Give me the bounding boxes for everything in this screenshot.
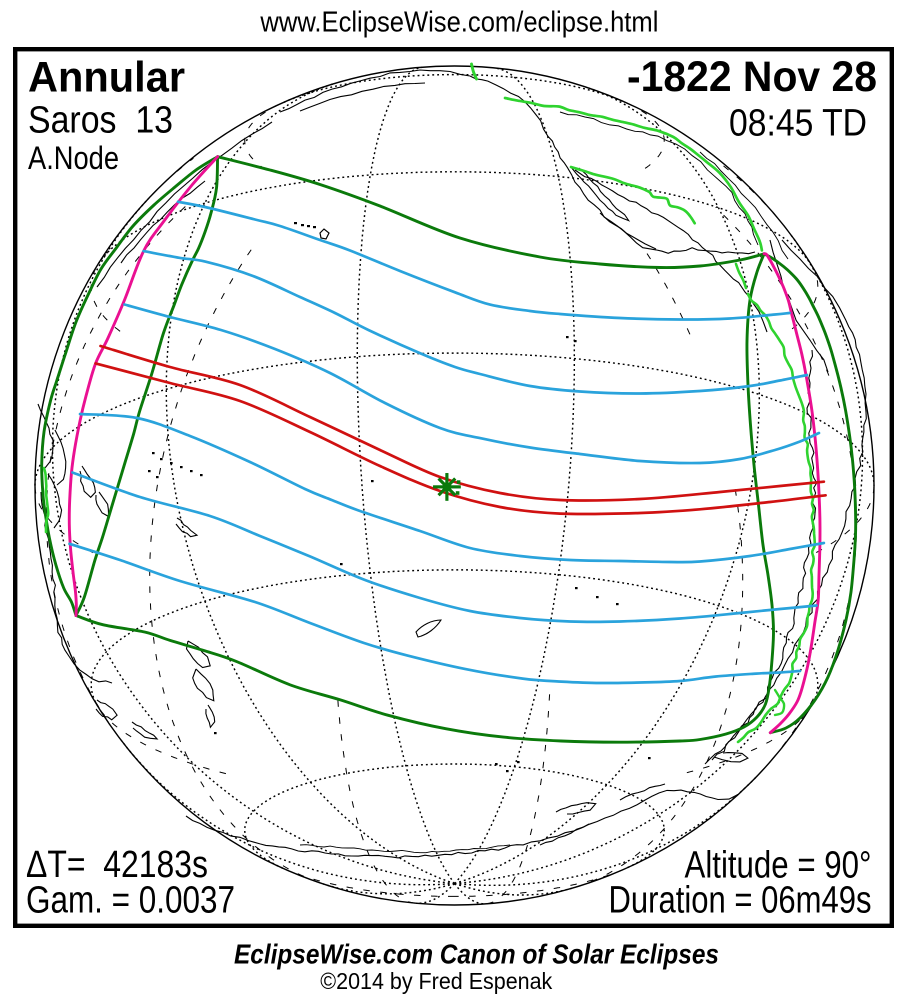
svg-text:www.EclipseWise.com/eclipse.ht: www.EclipseWise.com/eclipse.html xyxy=(260,6,659,38)
svg-text:EclipseWise.com Canon of Solar: EclipseWise.com Canon of Solar Eclipses xyxy=(234,938,719,969)
svg-text:08:45 TD: 08:45 TD xyxy=(729,102,867,144)
svg-text:Saros 13: Saros 13 xyxy=(28,100,173,142)
svg-text:Annular: Annular xyxy=(28,55,185,102)
svg-text:Duration = 06m49s: Duration = 06m49s xyxy=(609,880,872,922)
svg-text:©2014 by Fred Espenak: ©2014 by Fred Espenak xyxy=(320,968,552,994)
svg-text:-1822 Nov 28: -1822 Nov 28 xyxy=(627,54,877,101)
svg-text:A.Node: A.Node xyxy=(28,140,119,176)
svg-text:ΔT= 42183s: ΔT= 42183s xyxy=(26,844,208,886)
svg-text:Altitude = 90°: Altitude = 90° xyxy=(685,845,872,887)
svg-text:Gam. = 0.0037: Gam. = 0.0037 xyxy=(26,880,235,922)
